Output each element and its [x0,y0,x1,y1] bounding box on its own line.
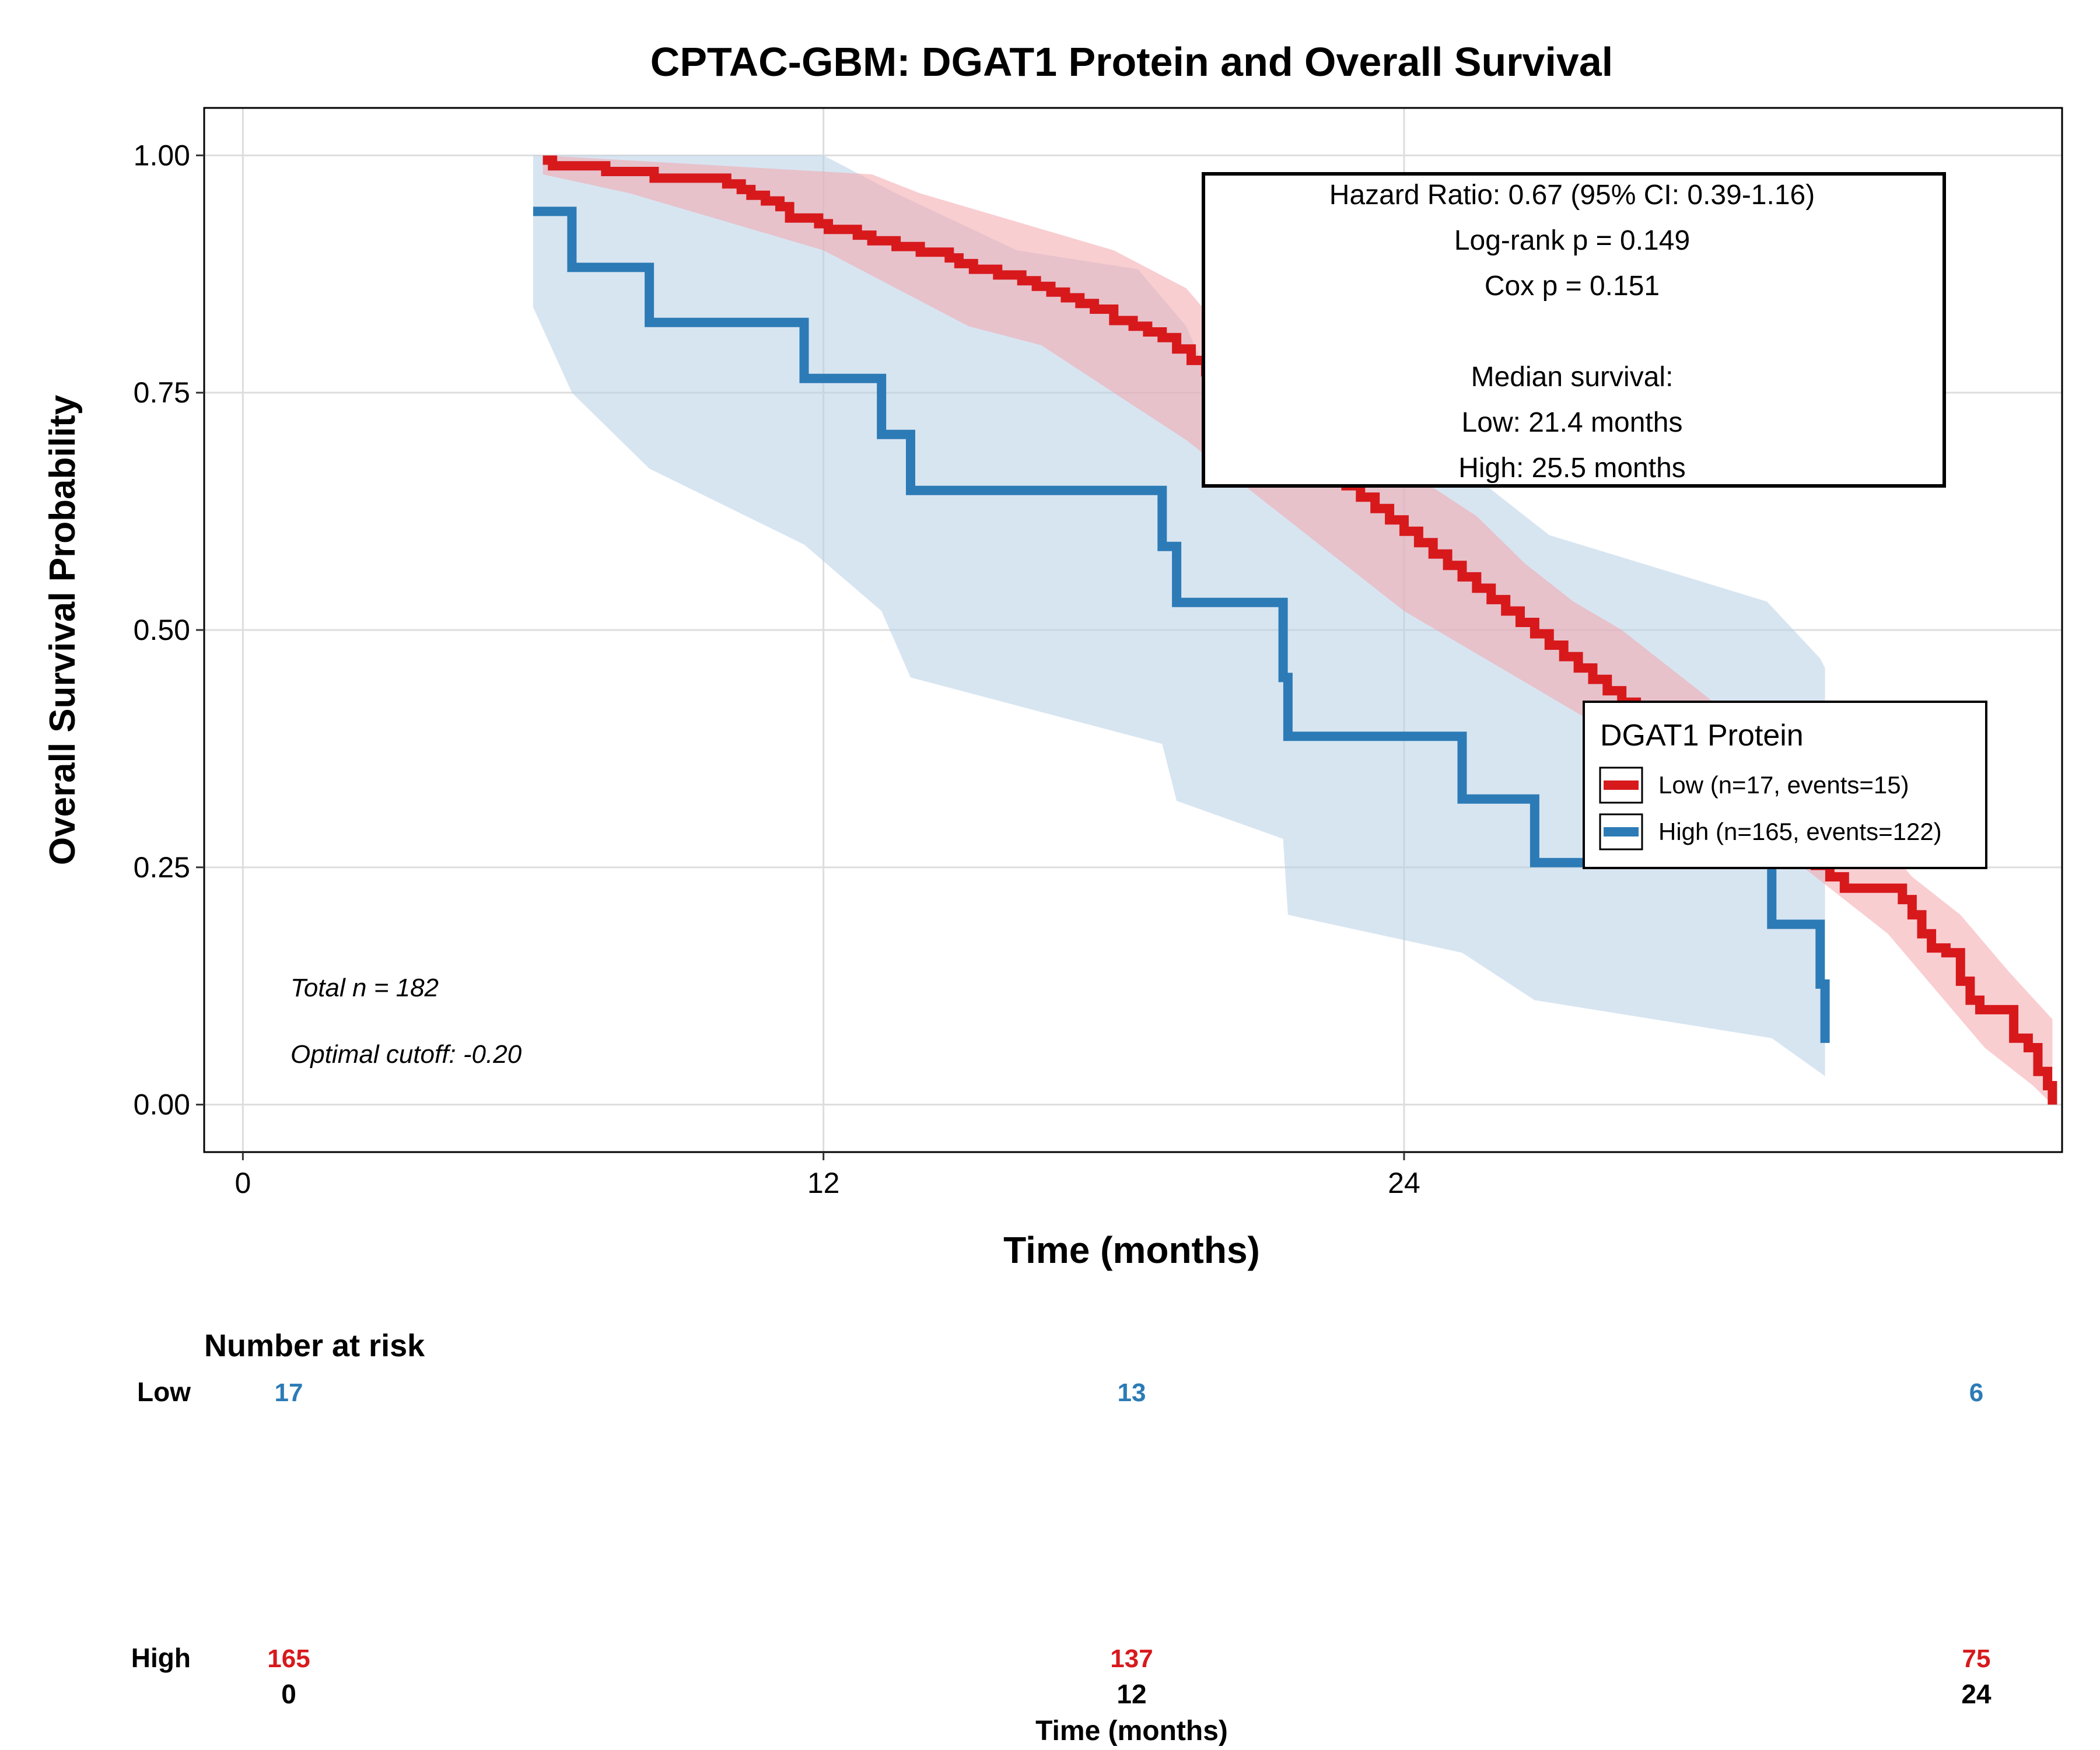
legend-frame [1583,701,1987,869]
risk-table-title: Number at risk [204,1328,425,1363]
x-tick-label-2: 24 [1388,1167,1420,1199]
y-tick-label-2: 0.50 [134,614,190,646]
x-axis-label: Time (months) [1003,1229,1260,1271]
x-tick-label-1: 12 [807,1167,840,1199]
cox-p-text: Cox p = 0.151 [1485,271,1660,302]
median-survival-heading: Median survival: [1471,362,1674,393]
survival-curve-high [533,206,1830,1043]
chart-title: CPTAC-GBM: DGAT1 Protein and Overall Sur… [650,39,1613,85]
y-tick-label-4: 1.00 [134,139,190,172]
risk-table: Number at risk Low 17 13 6 High 165 137 … [131,1328,1992,1746]
risk-value-low-24: 6 [1969,1378,1983,1407]
risk-row-label-high: High [131,1643,191,1673]
risk-time-0: 0 [281,1679,296,1709]
hazard-ratio-text: Hazard Ratio: 0.67 (95% CI: 0.39-1.16) [1329,180,1815,211]
x-tick-label-0: 0 [235,1167,251,1199]
stats-box-frame [1202,172,1946,488]
risk-value-high-24: 75 [1962,1644,1991,1673]
legend-label-low: Low (n=17, events=15) [1658,771,1909,799]
log-rank-text: Log-rank p = 0.149 [1454,225,1690,256]
axis-ticks: 0.00 0.25 0.50 0.75 1.00 0 12 24 [134,139,1420,1199]
risk-table-xlabel: Time (months) [1035,1716,1228,1746]
stats-annotation-box: Hazard Ratio: 0.67 (95% CI: 0.39-1.16) L… [1202,172,1946,488]
legend-label-high: High (n=165, events=122) [1658,818,1942,845]
risk-time-24: 24 [1961,1679,1992,1709]
note-total-n: Total n = 182 [290,974,439,1002]
y-tick-label-0: 0.00 [134,1088,190,1121]
legend: DGAT1 Protein Low (n=17, events=15) High… [1583,701,1987,869]
median-low-text: Low: 21.4 months [1462,407,1683,438]
risk-time-12: 12 [1116,1679,1146,1709]
y-tick-label-3: 0.75 [134,376,190,409]
legend-title: DGAT1 Protein [1600,719,1804,752]
risk-row-label-low: Low [137,1377,191,1407]
note-optimal-cutoff: Optimal cutoff: -0.20 [290,1040,522,1069]
y-tick-label-1: 0.25 [134,851,190,884]
risk-value-low-0: 17 [275,1378,303,1407]
median-high-text: High: 25.5 months [1458,453,1686,484]
ci-band-high [533,155,1825,1076]
y-axis-label: Overall Survival Probability [43,394,83,865]
confidence-bands [533,155,2053,1105]
risk-value-low-12: 13 [1118,1378,1146,1407]
risk-value-high-0: 165 [267,1644,310,1673]
risk-value-high-12: 137 [1110,1644,1153,1673]
